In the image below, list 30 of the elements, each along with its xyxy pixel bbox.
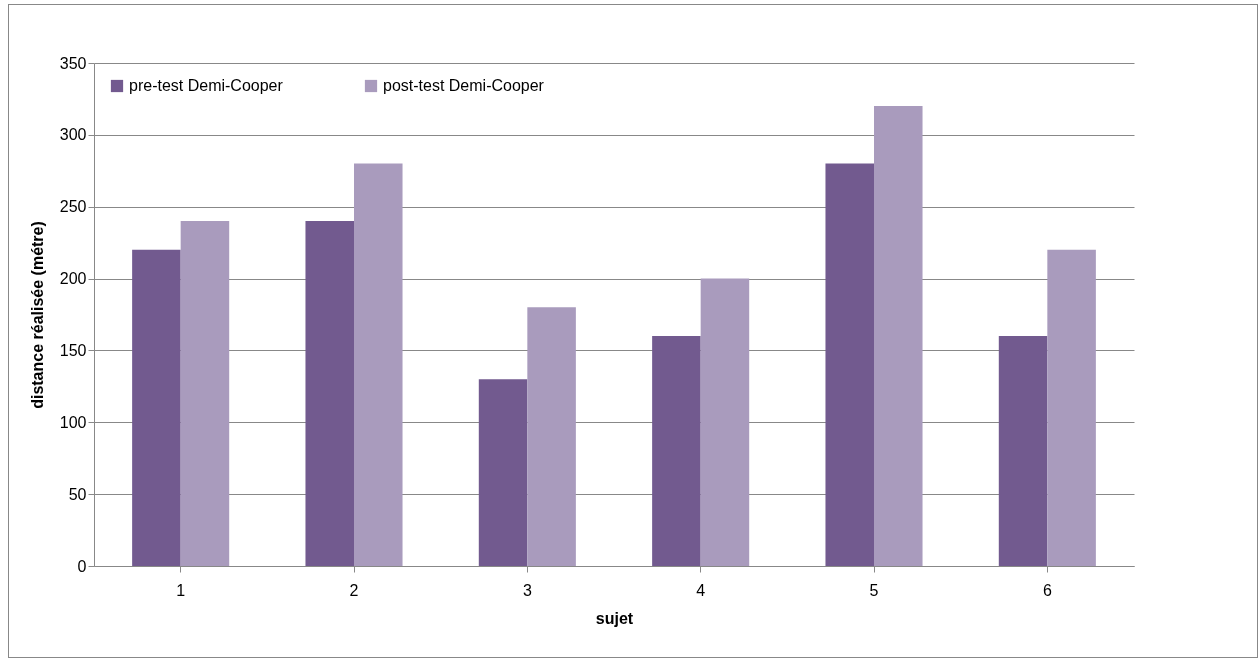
bar <box>305 221 354 566</box>
x-tick-label: 2 <box>349 581 359 599</box>
y-tick-label: 150 <box>59 341 87 359</box>
x-tick-label: 4 <box>696 581 706 599</box>
bar <box>354 163 403 566</box>
bar <box>527 307 576 566</box>
y-tick-label: 200 <box>59 270 87 288</box>
bar <box>180 221 230 566</box>
x-axis-title: sujet <box>595 609 634 627</box>
bar <box>652 336 701 566</box>
y-tick-label: 50 <box>68 485 87 503</box>
bar <box>132 249 181 566</box>
bar <box>700 278 750 566</box>
bar <box>825 163 874 566</box>
x-tick-label: 3 <box>522 581 532 599</box>
x-tick-label: 1 <box>176 581 186 599</box>
legend-label: post-test Demi-Cooper <box>383 77 545 94</box>
y-tick-label: 0 <box>77 557 87 575</box>
y-tick-label: 350 <box>59 54 87 72</box>
y-tick-label: 300 <box>59 126 87 144</box>
bar <box>1047 249 1096 566</box>
x-tick-label: 5 <box>869 581 879 599</box>
bar <box>998 336 1048 566</box>
x-tick-label: 6 <box>1042 581 1052 599</box>
bar <box>874 106 923 566</box>
bar <box>478 379 528 566</box>
y-tick-label: 250 <box>59 198 87 216</box>
y-axis-title: distance réalisée (métre) <box>28 221 46 409</box>
y-tick-label: 100 <box>59 413 87 431</box>
legend-label: pre-test Demi-Cooper <box>129 77 284 94</box>
